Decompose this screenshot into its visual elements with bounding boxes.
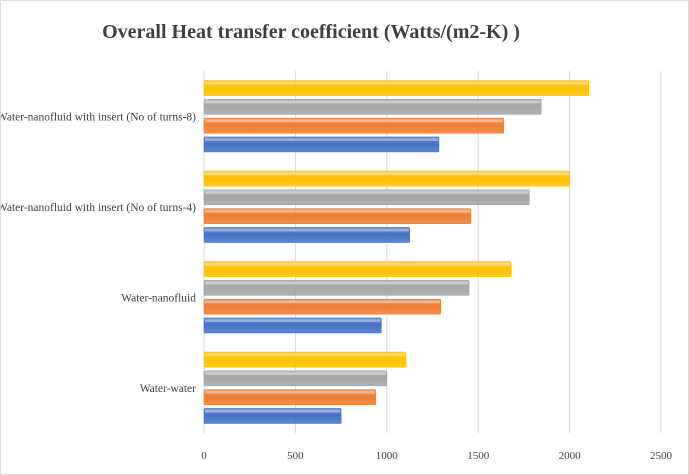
bar-highlight	[205, 391, 375, 394]
bar-3-0	[203, 136, 440, 153]
bar-highlight	[205, 100, 541, 104]
bar-3-2	[203, 99, 542, 115]
x-tick-label: 0	[201, 450, 207, 462]
x-tick-label: 1500	[467, 450, 490, 462]
x-tick-label: 500	[287, 450, 304, 462]
bar-highlight	[205, 119, 503, 123]
category-label: Water-nanofluid	[121, 292, 196, 304]
bars	[203, 80, 590, 424]
bar-0-2	[203, 370, 388, 387]
x-tick-labels: 0 500 1000 1500 2000 2500	[201, 450, 672, 462]
bar-highlight	[205, 319, 381, 322]
bar-highlight	[205, 263, 511, 266]
bar-3-3	[203, 80, 590, 96]
bar-2-2	[203, 189, 530, 206]
bar-1-0	[203, 317, 382, 334]
bar-highlight	[205, 300, 440, 304]
bar-highlight	[205, 210, 470, 213]
category-label: Water-nanofluid with insert (No of turns…	[1, 111, 196, 123]
bar-2-1	[203, 208, 472, 224]
bar-highlight	[205, 409, 341, 413]
bar-0-0	[203, 408, 342, 424]
bar-highlight	[205, 191, 529, 194]
bar-3-1	[203, 117, 505, 134]
bar-2-0	[203, 227, 410, 243]
bar-2-3	[203, 170, 570, 187]
bar-1-3	[203, 261, 512, 277]
category-label: Water-nanofluid with insert (No of turns…	[1, 202, 196, 214]
bar-1-2	[203, 280, 470, 296]
x-tick-label: 2000	[559, 450, 582, 462]
bar-highlight	[205, 172, 569, 176]
bar-highlight	[205, 281, 469, 285]
chart-title: Overall Heat transfer coefficient (Watts…	[102, 21, 520, 43]
x-tick-label: 1000	[376, 450, 399, 462]
bar-highlight	[205, 353, 405, 357]
category-label: Water-water	[140, 383, 196, 395]
x-tick-label: 2500	[650, 450, 673, 462]
bar-0-3	[203, 351, 407, 368]
bar-highlight	[205, 82, 588, 85]
bar-0-1	[203, 389, 377, 405]
bar-1-1	[203, 298, 442, 315]
bar-highlight	[205, 228, 409, 232]
bar-highlight	[205, 138, 438, 141]
category-labels: Water-water Water-nanofluid Water-nanoflui…	[1, 111, 196, 395]
bar-highlight	[205, 372, 386, 375]
